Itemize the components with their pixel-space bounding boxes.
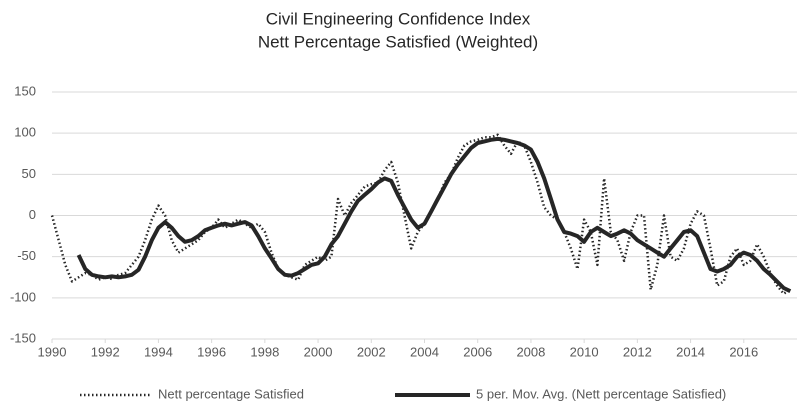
x-tick-label: 2014 <box>676 344 705 359</box>
legend-label: 5 per. Mov. Avg. (Nett percentage Satisf… <box>476 386 726 401</box>
y-tick-label: -150 <box>10 330 36 345</box>
x-tick-label: 1998 <box>250 344 279 359</box>
x-tick-label: 2000 <box>304 344 333 359</box>
x-tick-label: 2002 <box>357 344 386 359</box>
x-tick-label: 2008 <box>516 344 545 359</box>
x-tick-label: 2004 <box>410 344 439 359</box>
chart-title: Civil Engineering Confidence Index <box>266 9 531 28</box>
x-tick-label: 1994 <box>144 344 173 359</box>
x-tick-label: 2016 <box>729 344 758 359</box>
x-tick-label: 2006 <box>463 344 492 359</box>
legend-label: Nett percentage Satisfied <box>158 386 304 401</box>
y-tick-label: -100 <box>10 289 36 304</box>
x-tick-label: 1996 <box>197 344 226 359</box>
y-tick-label: 100 <box>14 125 36 140</box>
chart-subtitle: Nett Percentage Satisfied (Weighted) <box>258 32 538 51</box>
x-tick-label: 2010 <box>570 344 599 359</box>
y-tick-label: 150 <box>14 83 36 98</box>
x-tick-label: 1992 <box>91 344 120 359</box>
series-line <box>50 133 791 295</box>
series-line <box>76 136 792 293</box>
x-tick-label: 2012 <box>623 344 652 359</box>
y-tick-label: 50 <box>22 166 36 181</box>
y-tick-label: -50 <box>17 248 36 263</box>
x-tick-label: 1990 <box>38 344 67 359</box>
y-tick-label: 0 <box>29 207 36 222</box>
